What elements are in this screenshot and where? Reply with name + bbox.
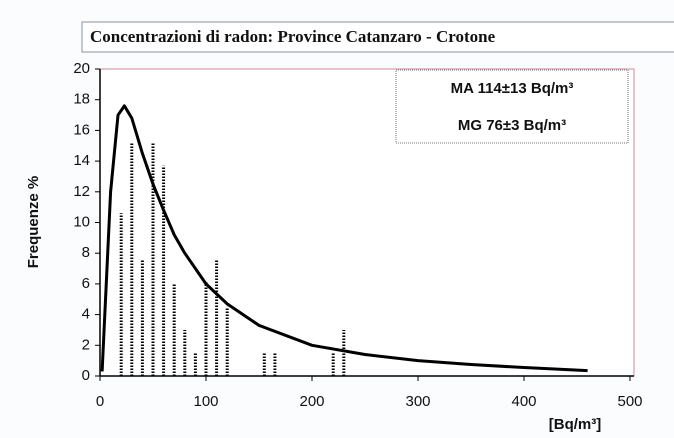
y-tick-label: 4 <box>82 306 90 323</box>
y-tick-label: 20 <box>73 60 90 77</box>
y-tick-label: 18 <box>73 91 90 108</box>
curve <box>100 104 588 373</box>
y-tick-label: 16 <box>73 121 90 138</box>
y-tick-label: 6 <box>82 275 90 292</box>
y-tick-label: 8 <box>82 244 90 261</box>
y-tick-label: 2 <box>82 336 90 353</box>
x-tick-label: 400 <box>511 393 536 410</box>
x-tick-label: 300 <box>405 393 430 410</box>
x-tick-label: 500 <box>617 393 642 410</box>
annotation: MA 114±13 Bq/m³ <box>451 80 574 97</box>
y-tick-label: 12 <box>73 183 90 200</box>
title-box <box>81 21 674 53</box>
annotation-box <box>395 69 629 144</box>
x-tick-label: 0 <box>96 393 104 410</box>
x-axis-label: [Bq/m³] <box>549 416 602 433</box>
y-axis-label: Frequenze % <box>25 176 42 269</box>
y-tick-label: 10 <box>73 213 90 230</box>
y-tick-label: 14 <box>73 152 90 169</box>
x-tick-label: 100 <box>193 393 218 410</box>
chart-title: Concentrazioni di radon: Province Catanz… <box>90 27 496 46</box>
y-tick-label: 0 <box>82 367 90 384</box>
x-tick-label: 200 <box>299 393 324 410</box>
annotation: MG 76±3 Bq/m³ <box>458 117 566 134</box>
